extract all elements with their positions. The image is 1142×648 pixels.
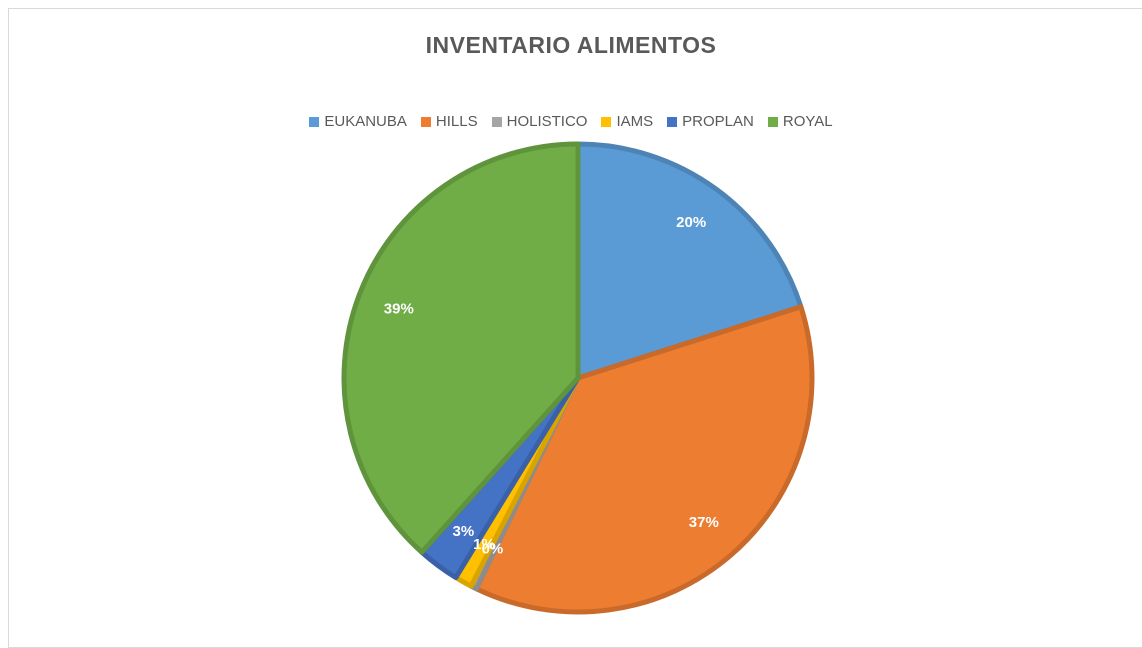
- legend-item: PROPLAN: [667, 113, 754, 130]
- data-label: 37%: [689, 514, 719, 531]
- legend-item: HILLS: [420, 113, 478, 130]
- data-label: 0%: [482, 541, 504, 558]
- data-label: 39%: [384, 300, 414, 317]
- legend-label: HILLS: [435, 113, 478, 130]
- legend-item: EUKANUBA: [309, 113, 407, 130]
- legend: EUKANUBA HILLS HOLISTICO IAMS PROPLAN ROYAL: [0, 113, 1142, 130]
- page: {"chart_data": {"type": "pie", "title": …: [0, 8, 1142, 648]
- legend-label: EUKANUBA: [324, 113, 407, 130]
- legend-swatch: [667, 116, 678, 127]
- chart-title: INVENTARIO ALIMENTOS: [425, 32, 717, 58]
- legend-swatch: [420, 116, 431, 127]
- legend-swatch: [601, 116, 612, 127]
- legend-item: ROYAL: [767, 113, 833, 130]
- pie-slice: [341, 141, 581, 555]
- data-label: 20%: [676, 214, 706, 231]
- legend-label: HOLISTICO: [506, 113, 588, 130]
- data-label: 3%: [453, 523, 475, 540]
- pie-slice: [575, 141, 804, 381]
- legend-label: PROPLAN: [682, 113, 754, 130]
- legend-item: IAMS: [601, 113, 653, 130]
- data-label: 1%: [473, 536, 495, 553]
- chart: 20% 37% 0%1%3% 39%: [341, 141, 815, 615]
- legend-item: HOLISTICO: [491, 113, 588, 130]
- pie-slice: [473, 304, 815, 615]
- legend-label: ROYAL: [782, 113, 833, 130]
- legend-swatch: [309, 116, 320, 127]
- legend-label: IAMS: [616, 113, 654, 130]
- legend-swatch: [491, 116, 502, 127]
- legend-swatch: [767, 116, 778, 127]
